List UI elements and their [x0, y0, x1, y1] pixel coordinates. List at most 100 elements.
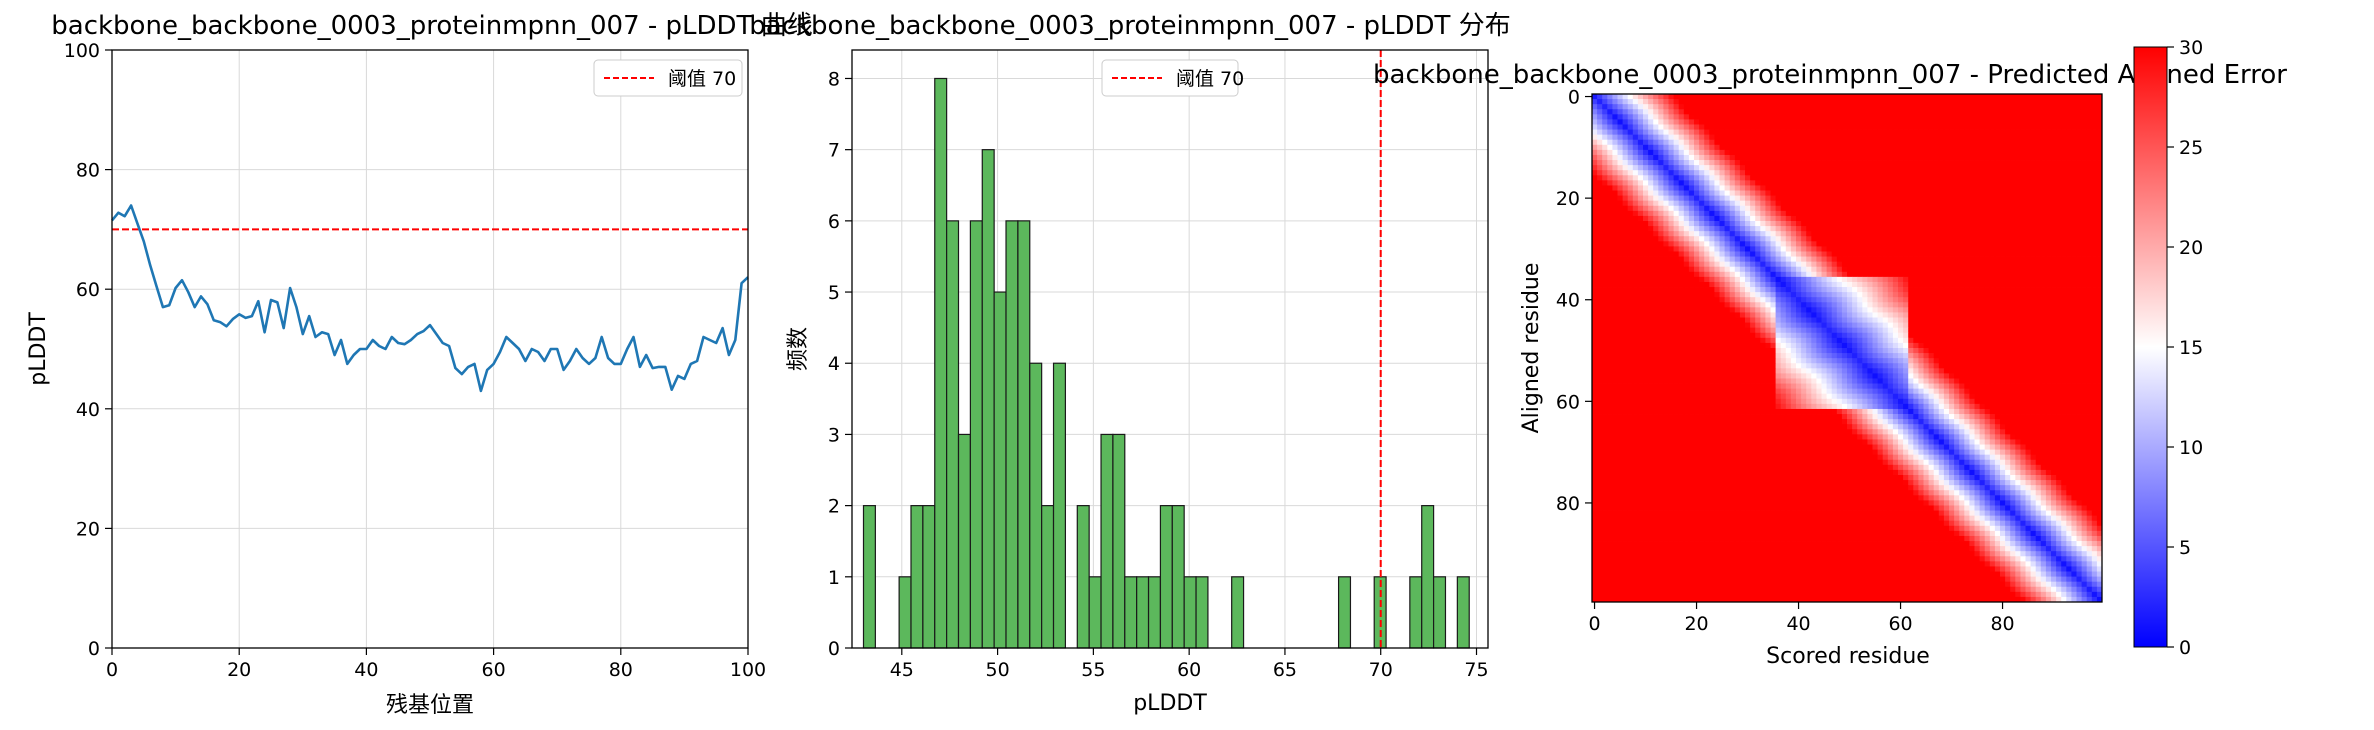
- pae-cell: [1688, 297, 1695, 303]
- pae-cell: [1908, 99, 1914, 105]
- pae-cell: [2061, 317, 2067, 323]
- pae-cell: [1862, 195, 1868, 202]
- pae-cell: [1612, 332, 1618, 339]
- pae-cell: [1729, 190, 1736, 196]
- pae-cell: [2025, 302, 2031, 308]
- pae-cell: [1780, 180, 1787, 186]
- pae-cell: [1882, 317, 1889, 323]
- pae-cell: [1796, 266, 1802, 273]
- pae-cell: [2056, 175, 2062, 181]
- pae-cell: [1826, 149, 1833, 156]
- pae-cell: [1765, 317, 1771, 323]
- pae-cell: [2071, 205, 2077, 212]
- pae-cell: [1908, 210, 1914, 217]
- pae-cell: [1979, 231, 1986, 237]
- pae-cell: [2061, 180, 2067, 186]
- pae-cell: [1678, 185, 1685, 191]
- pae-cell: [1673, 287, 1680, 293]
- pae-cell: [1617, 205, 1623, 212]
- pae-cell: [1969, 302, 1975, 308]
- pae-cell: [1821, 180, 1827, 186]
- pae-cell: [1882, 114, 1889, 120]
- pae-cell: [2051, 200, 2057, 207]
- pae-cell: [2005, 139, 2011, 146]
- pae-cell: [2051, 144, 2057, 151]
- pae-cell: [1602, 144, 1608, 151]
- pae-cell: [1627, 337, 1634, 344]
- pae-cell: [1928, 144, 1935, 151]
- pae-cell: [1928, 261, 1935, 268]
- pae-cell: [1816, 327, 1822, 334]
- pae-cell: [1867, 144, 1873, 151]
- pae-cell: [1796, 261, 1802, 268]
- pae-cell: [1765, 129, 1771, 136]
- pae-cell: [1816, 210, 1822, 217]
- pae-cell: [1796, 332, 1802, 339]
- pae-cell: [1831, 175, 1838, 181]
- pae-cell: [1847, 241, 1853, 247]
- pae-cell: [1801, 307, 1807, 313]
- pae-cell: [1668, 99, 1674, 105]
- pae-cell: [2000, 215, 2006, 222]
- pae-cell: [1714, 307, 1720, 313]
- pae-cell: [1607, 297, 1613, 303]
- pae-cell: [1678, 236, 1685, 242]
- pae-cell: [1903, 170, 1909, 176]
- pae-cell: [2071, 322, 2077, 329]
- pae-cell: [1724, 99, 1731, 105]
- pae-cell: [1872, 312, 1878, 318]
- pae-cell: [2030, 165, 2037, 171]
- pae-cell: [1938, 297, 1945, 303]
- pae-cell: [2045, 281, 2052, 288]
- pae-cell: [1928, 104, 1935, 110]
- pae-cell: [1632, 261, 1639, 268]
- pae-cell: [1790, 154, 1797, 161]
- pae-cell: [1806, 205, 1812, 212]
- pae-cell: [1694, 337, 1700, 344]
- pae-cell: [2071, 144, 2077, 151]
- pae-cell: [2045, 256, 2052, 263]
- pae-cell: [1699, 165, 1705, 171]
- pae-cell: [1755, 281, 1761, 288]
- pae-cell: [1831, 312, 1838, 318]
- pae-cell: [1862, 292, 1868, 298]
- pae-cell: [1658, 317, 1664, 323]
- pae-cell: [1632, 271, 1639, 278]
- pae-cell: [1928, 180, 1935, 186]
- pae-cell: [1704, 246, 1710, 252]
- pae-cell: [1836, 297, 1843, 303]
- pae-cell: [1882, 165, 1889, 171]
- pae-cell: [1821, 281, 1827, 288]
- pae-cell: [1612, 302, 1618, 308]
- histogram-bar: [1076, 505, 1090, 649]
- pae-cell: [1908, 119, 1914, 125]
- pae-cell: [1892, 200, 1899, 207]
- pae-cell: [1643, 226, 1649, 232]
- pae-cell: [2076, 241, 2082, 247]
- pae-cell: [1602, 241, 1608, 247]
- pae-cell: [1801, 114, 1807, 120]
- pae-cell: [1933, 261, 1940, 268]
- pae-cell: [1755, 170, 1761, 176]
- pae-cell: [1796, 210, 1802, 217]
- pae-cell: [1663, 276, 1669, 283]
- pae-cell: [1714, 99, 1720, 105]
- pae-cell: [2076, 139, 2082, 146]
- pae-cell: [1938, 195, 1945, 202]
- pae-cell: [2051, 175, 2057, 181]
- pae-cell: [1790, 276, 1797, 283]
- pae-cell: [2045, 205, 2052, 212]
- pae-cell: [1892, 144, 1899, 151]
- pae-cell: [1714, 231, 1720, 237]
- pae-cell: [1847, 327, 1853, 334]
- pae-cell: [1811, 337, 1817, 344]
- pae-cell: [1734, 109, 1741, 115]
- pae-cell: [2091, 231, 2098, 237]
- pae-cell: [1719, 185, 1725, 191]
- pae-cell: [1852, 114, 1858, 120]
- pae-cell: [1923, 241, 1929, 247]
- pae-cell: [2091, 297, 2098, 303]
- pae-cell: [1933, 119, 1940, 125]
- pae-cell: [1760, 287, 1766, 293]
- pae-cell: [2010, 241, 2016, 247]
